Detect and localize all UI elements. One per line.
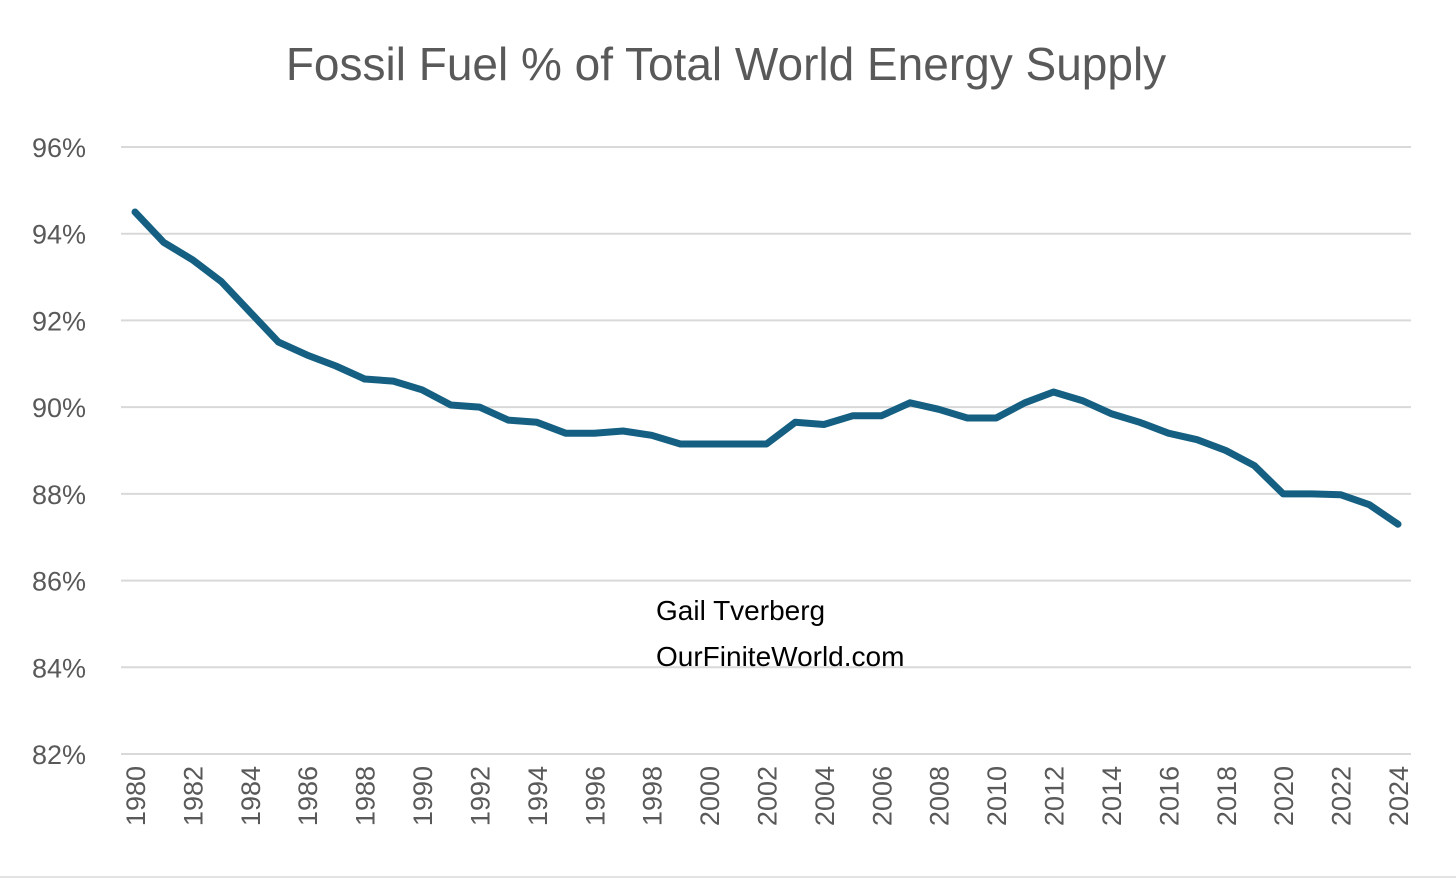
x-tick-label: 2010 — [982, 766, 1012, 826]
y-tick-label: 96% — [32, 133, 86, 163]
x-tick-label: 2022 — [1327, 766, 1357, 826]
x-tick-label: 2020 — [1269, 766, 1299, 826]
x-tick-label: 2024 — [1384, 766, 1414, 826]
x-tick-label: 2002 — [753, 766, 783, 826]
y-axis-tick-labels: 96% 94% 92% 90% 88% 86% 84% 82% — [32, 133, 86, 770]
x-tick-label: 2004 — [810, 766, 840, 826]
chart-title: Fossil Fuel % of Total World Energy Supp… — [286, 38, 1166, 90]
x-tick-label: 2000 — [695, 766, 725, 826]
watermark-website: OurFiniteWorld.com — [656, 641, 904, 672]
x-tick-label: 1996 — [580, 766, 610, 826]
y-tick-label: 82% — [32, 740, 86, 770]
x-tick-label: 1988 — [351, 766, 381, 826]
x-tick-label: 1980 — [121, 766, 151, 826]
y-tick-label: 84% — [32, 653, 86, 683]
watermark-author: Gail Tverberg — [656, 595, 825, 626]
x-tick-label: 2018 — [1212, 766, 1242, 826]
x-tick-label: 2014 — [1097, 766, 1127, 826]
y-tick-label: 92% — [32, 306, 86, 336]
x-tick-label: 1992 — [465, 766, 495, 826]
x-tick-label: 1984 — [236, 766, 266, 826]
x-tick-label: 2012 — [1040, 766, 1070, 826]
grid-lines — [121, 146, 1411, 755]
x-axis-tick-labels: 1980 1982 1984 1986 1988 1990 1992 1994 1996 1998… — [121, 766, 1414, 826]
x-tick-label: 1994 — [523, 766, 553, 826]
x-tick-label: 1982 — [178, 766, 208, 826]
y-tick-label: 90% — [32, 393, 86, 423]
series-line — [131, 208, 1402, 528]
x-tick-label: 1986 — [293, 766, 323, 826]
series-layer — [131, 208, 1402, 528]
y-tick-label: 94% — [32, 220, 86, 250]
x-tick-label: 2006 — [867, 766, 897, 826]
x-tick-label: 2016 — [1154, 766, 1184, 826]
x-tick-label: 1998 — [638, 766, 668, 826]
y-tick-label: 86% — [32, 567, 86, 597]
y-tick-label: 88% — [32, 480, 86, 510]
x-tick-label: 2008 — [925, 766, 955, 826]
x-tick-label: 1990 — [408, 766, 438, 826]
